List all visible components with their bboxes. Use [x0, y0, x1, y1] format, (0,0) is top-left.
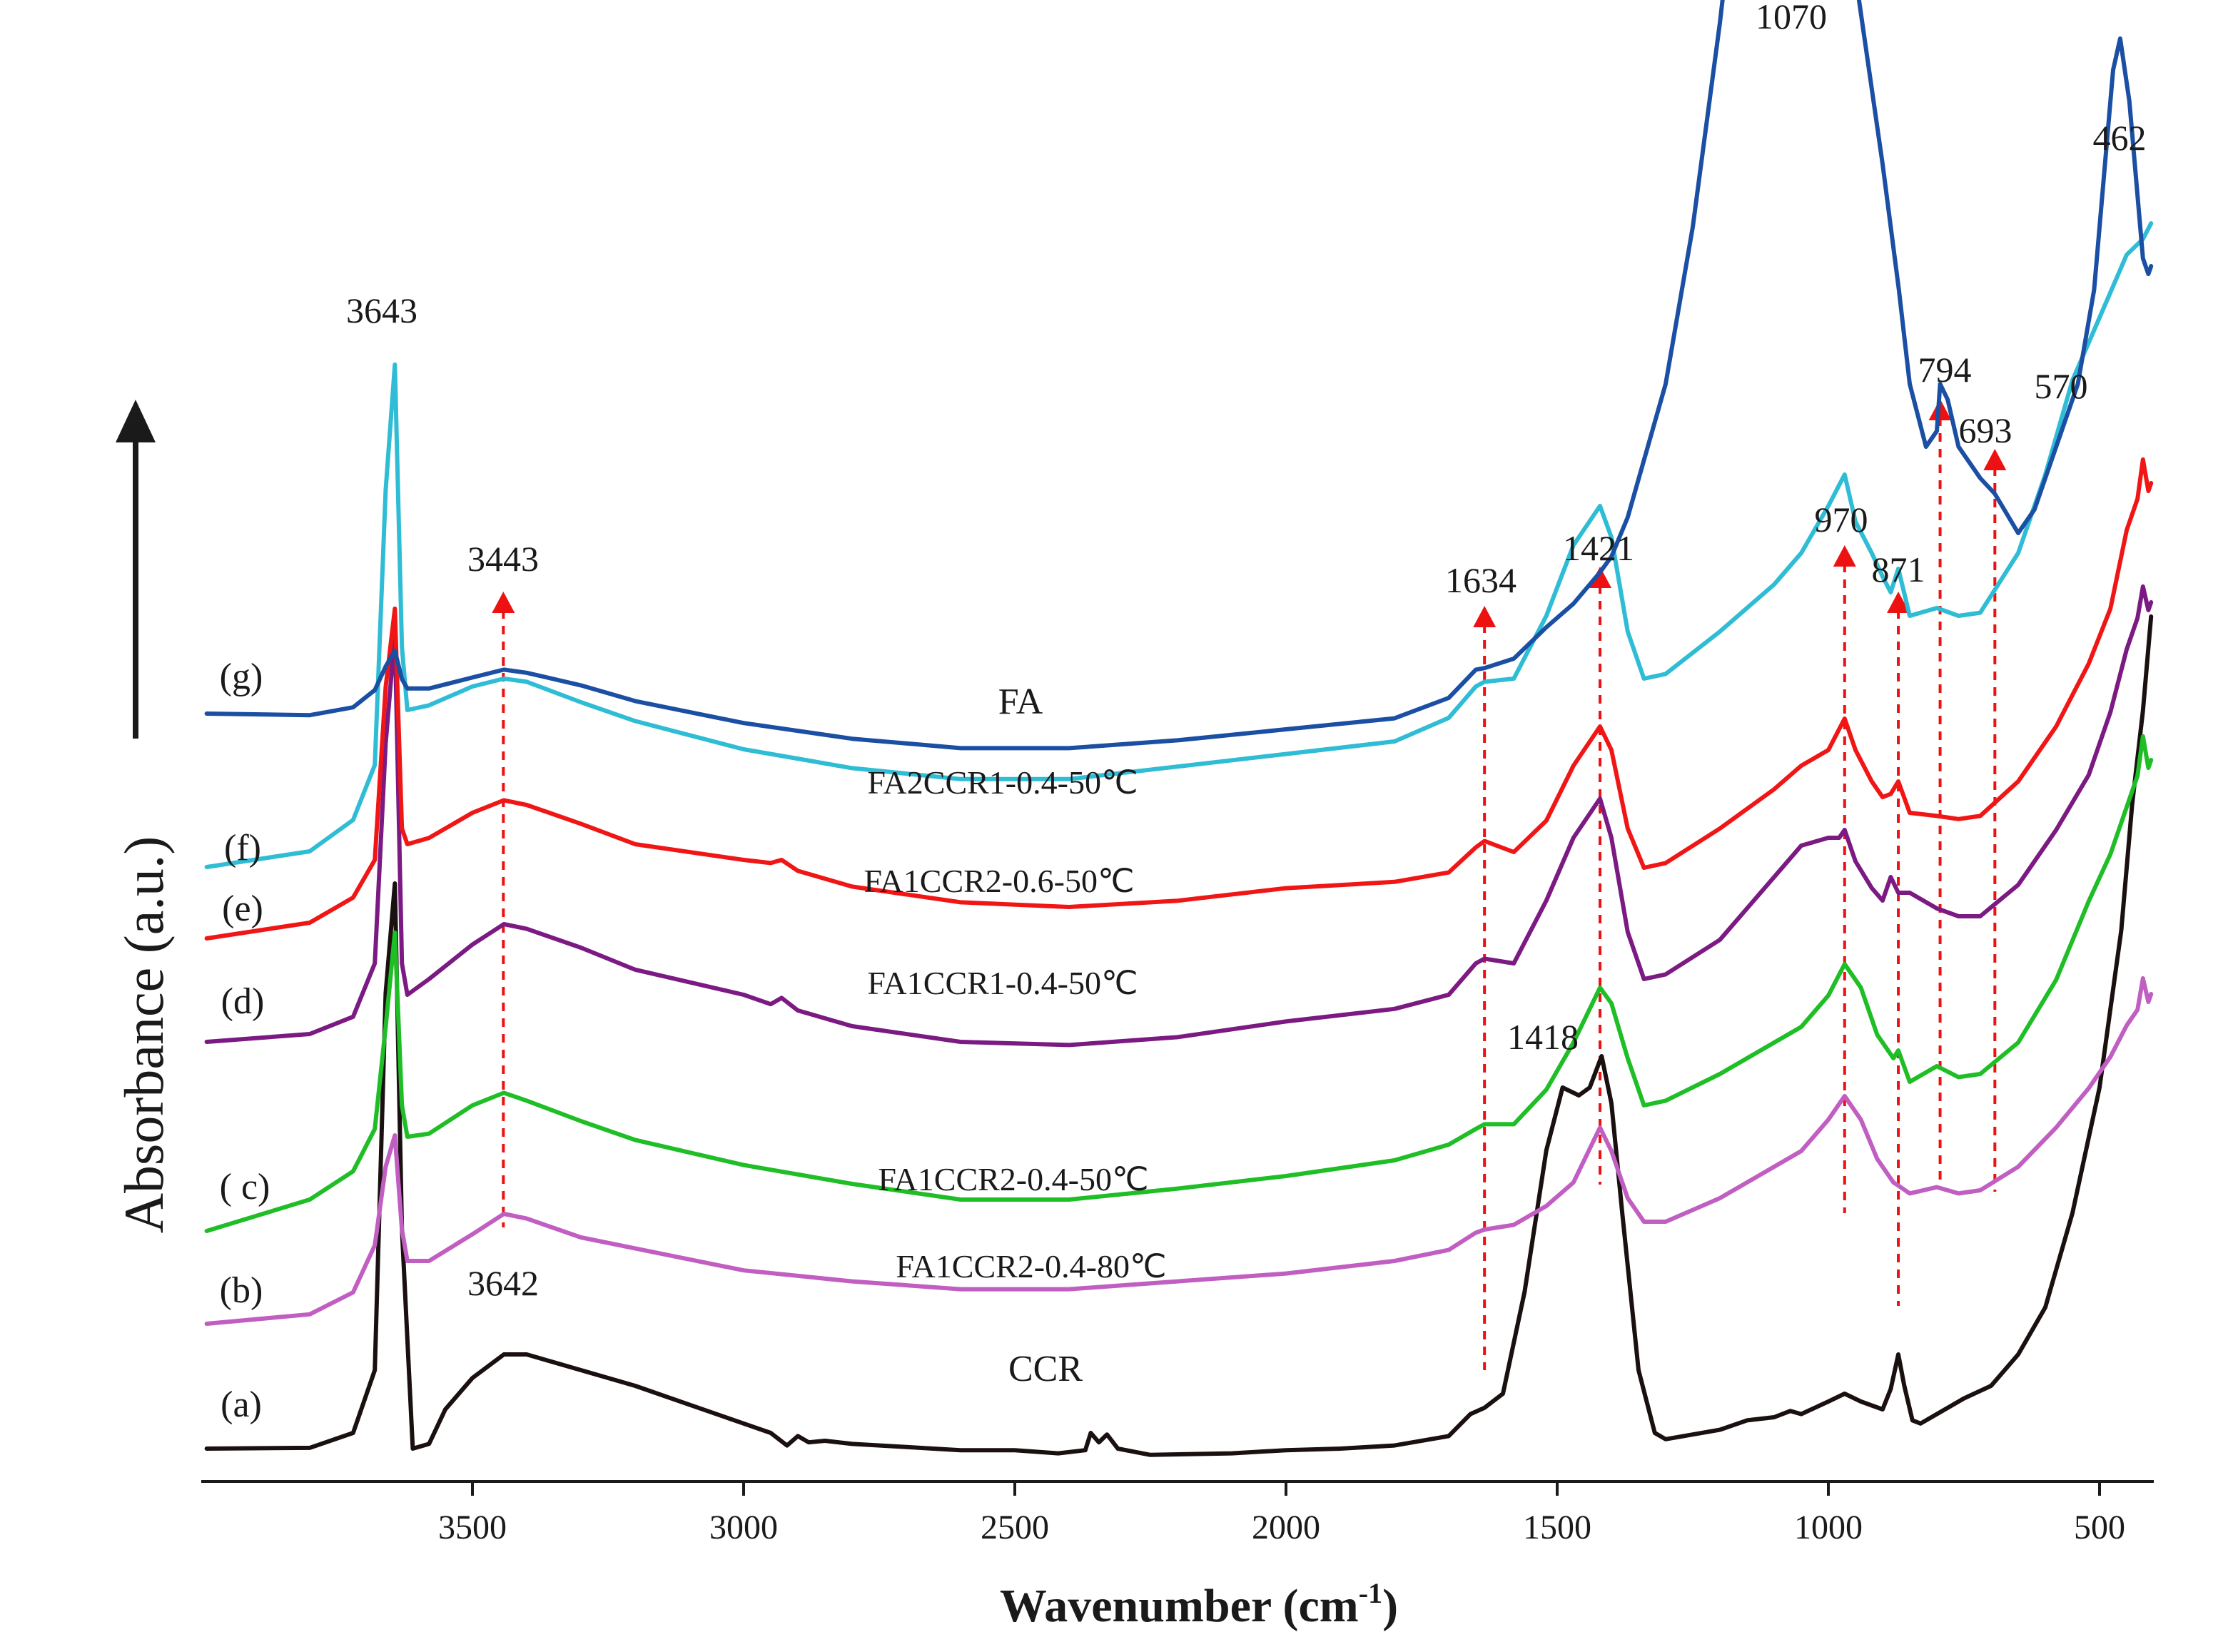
peak-annotation: 794 [1918, 350, 1972, 390]
peak-marker [492, 592, 515, 613]
x-tick-label: 2500 [981, 1509, 1049, 1546]
x-tick-label: 1500 [1523, 1509, 1591, 1546]
peak-annotation: 3642 [467, 1263, 539, 1303]
curve-label-b: (b) [220, 1270, 263, 1311]
peak-annotation: 3443 [467, 539, 539, 579]
series-name-a: CCR [1008, 1349, 1083, 1389]
curve-label-g: (g) [220, 657, 263, 697]
peak-marker [1983, 449, 2007, 470]
series-name-d: FA1CCR1-0.4-50℃ [867, 965, 1138, 1001]
peak-marker [1833, 545, 1856, 567]
curve-label-c: ( c) [220, 1167, 270, 1207]
x-tick-label: 3000 [709, 1509, 778, 1546]
series-name-c: FA1CCR2-0.4-50℃ [878, 1161, 1148, 1197]
peak-annotation: 462 [2093, 118, 2147, 158]
series-name-b: FA1CCR2-0.4-80℃ [896, 1248, 1166, 1284]
curve-label-e: (e) [222, 888, 263, 929]
y-axis-arrow-head [116, 400, 156, 442]
y-axis-title: Absorbance (a.u.) [113, 836, 175, 1234]
peak-annotation: 1070 [1756, 0, 1827, 36]
x-tick-label: 2000 [1252, 1509, 1320, 1546]
spectra-curves [204, 0, 2154, 1457]
peak-annotation: 693 [1959, 410, 2012, 450]
peak-annotation: 3643 [346, 290, 417, 330]
series-name-g: FA [998, 681, 1043, 722]
series-line-f [204, 221, 2154, 869]
peak-annotation: 871 [1872, 549, 1925, 589]
x-tick-label: 3500 [438, 1509, 507, 1546]
series-line-d [204, 584, 2154, 1048]
curve-label-a: (a) [221, 1384, 262, 1425]
peak-annotation: 1421 [1563, 528, 1634, 568]
peak-markers [492, 399, 2007, 627]
series-line-b [204, 976, 2154, 1326]
x-tick-label: 500 [2074, 1509, 2125, 1546]
series-line-g [204, 0, 2154, 751]
peak-marker [1473, 606, 1497, 627]
peak-annotation: 1418 [1507, 1017, 1579, 1057]
curve-label-f: (f) [224, 828, 261, 868]
series-name-f: FA2CCR1-0.4-50℃ [867, 764, 1138, 801]
peak-marker [1589, 567, 1612, 588]
dashed-guide-lines [502, 417, 1997, 1370]
axes: 3500 3000 2500 2000 1500 1000 500 [116, 400, 2154, 1546]
peak-annotation: 1634 [1445, 560, 1517, 600]
x-tick-label: 1000 [1794, 1509, 1863, 1546]
peak-annotation: 570 [2035, 366, 2088, 406]
series-name-e: FA1CCR2-0.6-50℃ [864, 863, 1134, 899]
series-labels: (a) CCR (b) FA1CCR2-0.4-80℃ ( c) FA1CCR2-0.4-… [220, 657, 1167, 1425]
peak-annotation: 970 [1815, 500, 1868, 539]
series-line-c [204, 734, 2154, 1233]
curve-label-d: (d) [221, 981, 265, 1022]
x-axis-title: Wavenumber (cm-1) [1000, 1577, 1398, 1632]
peak-marker [1887, 592, 1910, 613]
series-line-e [204, 457, 2154, 941]
series-line-a [204, 614, 2154, 1457]
